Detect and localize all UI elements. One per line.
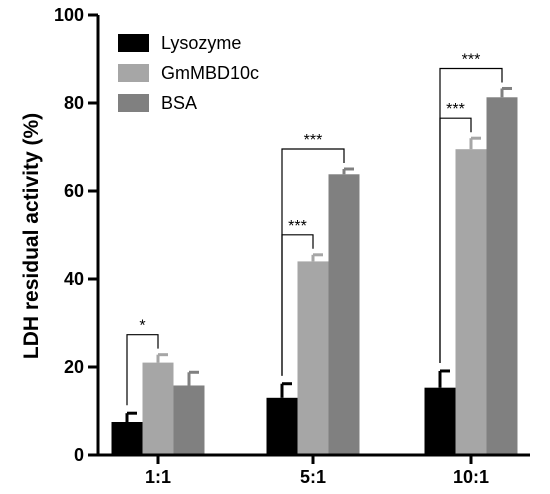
bar [424,387,456,455]
bar [486,97,518,455]
bar [266,397,298,455]
bar [111,422,143,455]
x-tick-label: 10:1 [453,467,489,487]
bar [455,149,487,455]
significance-label: *** [304,132,323,149]
significance-label: * [139,318,145,335]
legend-swatch [118,34,149,52]
bars-layer [111,97,518,455]
legend-label: Lysozyme [161,33,241,53]
x-tick-label: 1:1 [145,467,171,487]
significance-bracket [126,334,159,406]
y-ticks-layer: 0 20 40 60 80 100 [54,5,98,465]
significance-bracket [281,148,345,376]
significance-label: *** [288,218,307,235]
significance-bracket [439,67,503,363]
significance-label: *** [462,51,481,68]
legend: Lysozyme GmMBD10c BSA [118,33,259,113]
legend-swatch [118,64,149,82]
bar [173,385,205,455]
bar [328,174,360,455]
bar [142,362,174,455]
y-tick-label: 0 [74,445,84,465]
significance-label: *** [446,101,465,118]
significance-layer: ************* [126,51,503,406]
x-ticks-layer: 1:1 5:1 10:1 [145,455,489,487]
y-tick-label: 80 [64,93,84,113]
legend-swatch [118,94,149,112]
y-tick-label: 40 [64,269,84,289]
y-tick-label: 60 [64,181,84,201]
bar [297,261,329,455]
y-tick-label: 100 [54,5,84,25]
legend-label: GmMBD10c [161,63,259,83]
legend-label: BSA [161,93,197,113]
x-tick-label: 5:1 [300,467,326,487]
error-bars-layer [125,86,512,422]
y-tick-label: 20 [64,357,84,377]
y-axis-label: LDH residual activity (%) [20,113,43,359]
